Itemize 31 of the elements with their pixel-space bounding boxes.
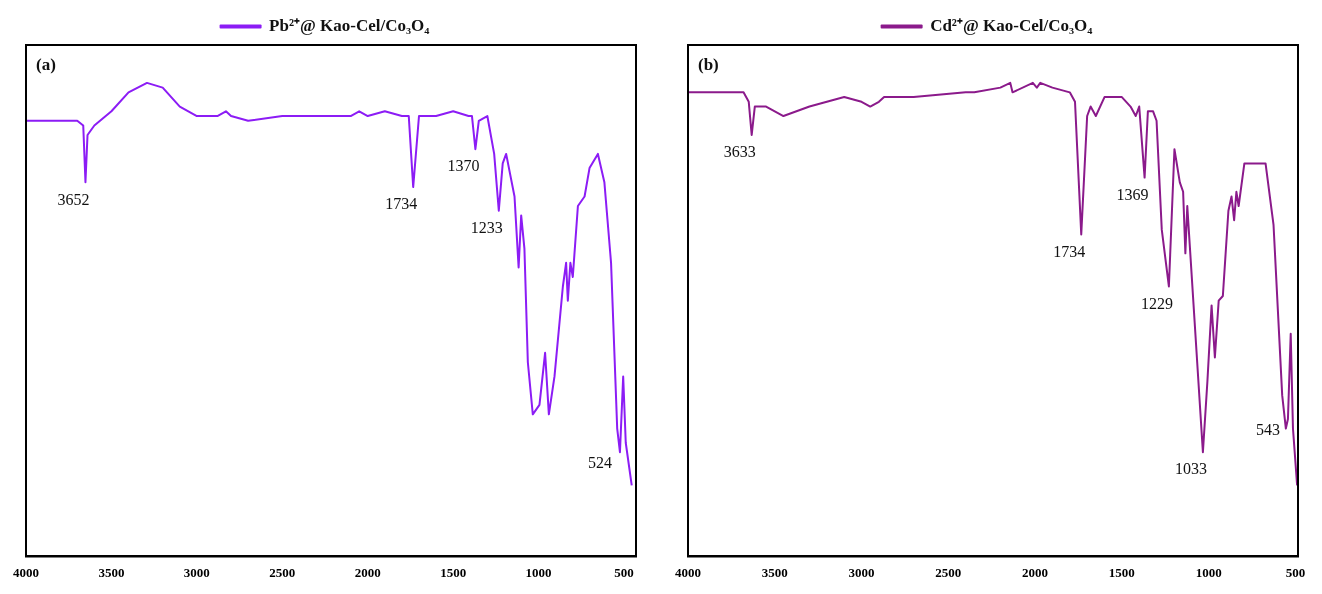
x-tick-label: 500 (614, 564, 634, 580)
x-tick-label: 1000 (525, 564, 552, 580)
x-tick-label: 2000 (354, 564, 381, 580)
x-tick-label: 3000 (183, 564, 210, 580)
annotation: 3652 (57, 190, 90, 208)
x-tick-label: 2500 (935, 564, 962, 580)
annotation: 3633 (723, 143, 756, 161)
annotation: 1369 (1116, 185, 1149, 203)
annotation: 1370 (447, 157, 480, 175)
x-tick-label: 4000 (675, 564, 701, 580)
annotation: 1033 (1174, 460, 1207, 478)
x-tick-label: 1500 (440, 564, 467, 580)
x-tick-label: 3500 (98, 564, 125, 580)
annotation: 1734 (1053, 242, 1086, 260)
x-tick-label: 1500 (1108, 564, 1135, 580)
text: (a) (36, 54, 56, 74)
x-tick-label: 4000 (13, 564, 39, 580)
annotation: 1233 (470, 218, 503, 236)
annotation: 1734 (385, 195, 418, 213)
annotation: 543 (1255, 421, 1280, 439)
x-tick-label: 2500 (269, 564, 296, 580)
x-tick-label: 3000 (848, 564, 875, 580)
annotation: 1229 (1140, 294, 1173, 312)
legend-label: Cd²⁺@ Kao-Cel/Co₃O₄ (930, 15, 1093, 35)
x-tick-label: 3500 (761, 564, 788, 580)
x-tick-label: 2000 (1022, 564, 1049, 580)
text: (b) (698, 54, 719, 74)
x-tick-label: 500 (1285, 564, 1306, 580)
legend-label: Pb²⁺@ Kao-Cel/Co₃O₄ (269, 15, 430, 35)
x-tick-label: 1000 (1195, 564, 1222, 580)
annotation: 524 (587, 454, 612, 472)
